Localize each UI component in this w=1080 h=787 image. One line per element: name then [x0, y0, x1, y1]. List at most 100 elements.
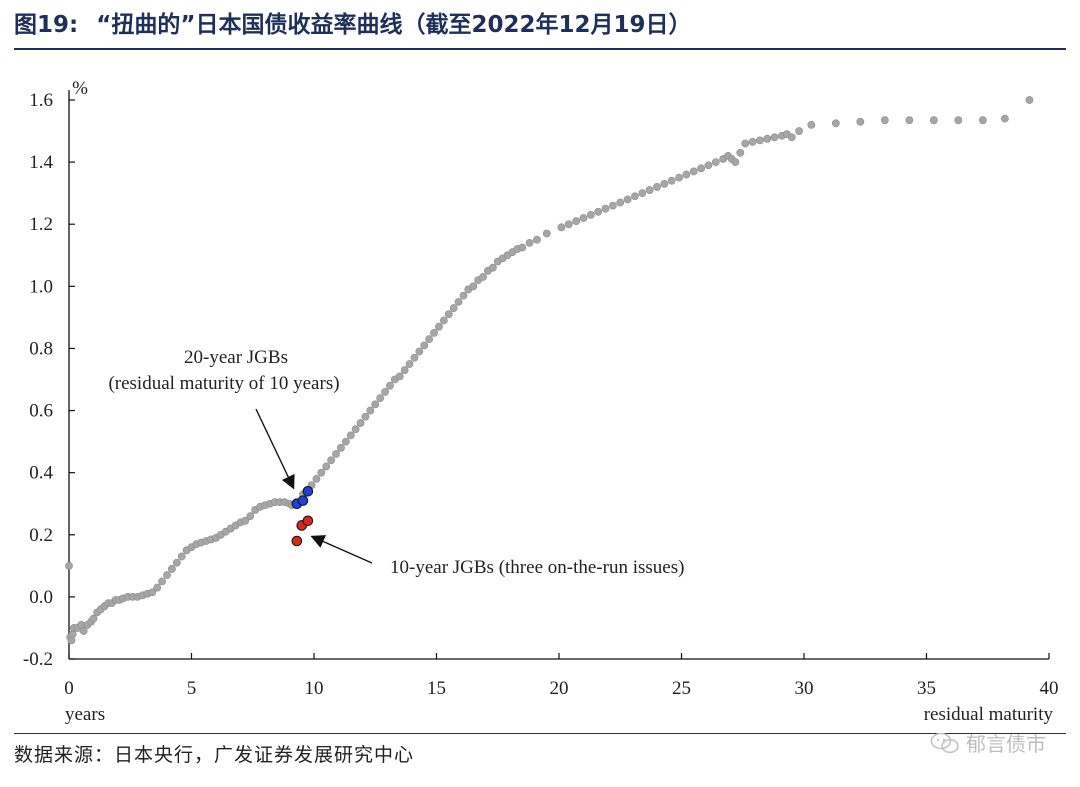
- curve-point: [337, 443, 345, 452]
- x-axis-label-right: residual maturity: [924, 704, 1054, 725]
- curve-point: [905, 116, 914, 125]
- curve-point: [410, 353, 419, 362]
- curve-point: [158, 577, 166, 586]
- curve-point: [623, 195, 632, 204]
- y-tick-label: 1.2: [29, 214, 53, 235]
- curve-point: [697, 164, 705, 173]
- watermark: 郁言债市: [930, 728, 1046, 757]
- annotation-20yr-arrow: [255, 408, 295, 490]
- x-tick-label: 0: [64, 678, 74, 699]
- curve-point: [449, 304, 458, 312]
- curve-point: [400, 366, 409, 375]
- curve-point: [327, 456, 336, 465]
- y-axis-unit-label: %: [72, 78, 88, 99]
- curve-point: [163, 571, 171, 580]
- curve-point: [557, 223, 566, 232]
- curve-point: [731, 158, 740, 167]
- annotation-10yr: 10-year JGBs (three on-the-run issues): [390, 557, 684, 578]
- curve-point: [172, 558, 181, 567]
- x-tick-label: 15: [427, 678, 446, 699]
- curve-point: [689, 167, 698, 176]
- curve-point: [148, 588, 157, 597]
- curve-point: [479, 273, 487, 281]
- y-tick-label: 0.6: [29, 401, 53, 422]
- curve-point: [682, 170, 691, 179]
- curve-point: [609, 201, 617, 210]
- curve-point: [332, 450, 340, 458]
- curve-point: [763, 134, 772, 143]
- y-tick-label: 0.4: [29, 463, 53, 484]
- curve-point: [831, 119, 840, 128]
- curve-point: [736, 148, 745, 157]
- watermark-text: 郁言债市: [966, 732, 1046, 756]
- curve-point: [978, 116, 987, 125]
- curve-point: [430, 329, 438, 337]
- curve-point: [741, 139, 750, 148]
- curve-point: [341, 437, 350, 446]
- curve-point: [317, 468, 326, 477]
- y-tick-label: 0.0: [29, 587, 53, 608]
- curve-point: [361, 412, 370, 421]
- curve-point: [594, 207, 603, 216]
- curve-point: [518, 243, 527, 252]
- curve-point: [1025, 96, 1034, 104]
- jgb-20yr-point: [297, 495, 309, 506]
- x-tick-label: 30: [795, 678, 814, 699]
- x-tick-label: 10: [305, 678, 324, 699]
- curve-point: [405, 360, 414, 368]
- curve-point: [420, 341, 429, 350]
- curve-point: [371, 400, 380, 409]
- curve-point: [79, 627, 88, 635]
- curve-point: [366, 406, 375, 415]
- y-tick-label: 1.4: [29, 152, 53, 173]
- curve-point: [322, 462, 331, 471]
- y-tick-label: 1.0: [29, 276, 53, 297]
- curve-point: [65, 561, 73, 570]
- curve-point: [638, 189, 647, 198]
- curve-point: [572, 217, 581, 226]
- bottom-rule: [14, 733, 1066, 734]
- curve-point: [153, 583, 162, 592]
- wechat-icon: [930, 732, 959, 753]
- curve-point: [395, 372, 404, 381]
- curve-point: [564, 220, 573, 229]
- x-tick-label: 5: [187, 678, 197, 699]
- annotation-10yr-arrow: [310, 535, 373, 564]
- curve-point: [439, 316, 448, 325]
- x-tick-label: 20: [550, 678, 569, 699]
- curve-point: [177, 552, 186, 561]
- annotation-20yr-line-2: (residual maturity of 10 years): [108, 373, 339, 394]
- curve-point: [454, 297, 463, 306]
- curve-point: [469, 282, 478, 291]
- curve-point: [675, 173, 683, 182]
- curve-point: [756, 136, 764, 145]
- curve-point: [616, 198, 625, 207]
- x-tick-label: 40: [1040, 678, 1059, 699]
- chart-title: “扭曲的”日本国债收益率曲线（截至2022年12月19日）: [96, 12, 692, 38]
- curve-point: [386, 381, 394, 390]
- curve-point: [444, 310, 453, 319]
- jgb-highlight-points: [291, 486, 314, 547]
- jgb-20yr-point: [302, 486, 314, 497]
- curve-point: [312, 474, 321, 483]
- curve-point: [704, 161, 713, 170]
- curve-point: [787, 133, 796, 142]
- axes: -0.2 0.0 0.2 0.4 0.6 0.8 1.0 1.2 1.4 1.6 0 5 10 15 20 2…: [23, 78, 1059, 725]
- curve-point: [880, 116, 889, 125]
- curve-point: [954, 116, 963, 125]
- yield-curve-chart: -0.2 0.0 0.2 0.4 0.6 0.8 1.0 1.2 1.4 1.6 0 5 10 15 20 2…: [23, 78, 1059, 725]
- curve-point: [770, 133, 779, 142]
- jgb-10yr-point: [302, 515, 314, 527]
- curve-point: [579, 214, 588, 222]
- curve-point: [415, 347, 424, 356]
- curve-point: [645, 186, 654, 194]
- curve-point: [246, 512, 255, 521]
- x-tick-label: 35: [917, 678, 936, 699]
- curve-point: [167, 565, 176, 573]
- curve-point: [425, 335, 434, 344]
- curve-point: [459, 291, 468, 300]
- curve-point: [631, 192, 639, 201]
- curve-point: [346, 431, 355, 440]
- x-tick-label: 25: [672, 678, 691, 699]
- y-tick-label: 0.8: [29, 338, 53, 359]
